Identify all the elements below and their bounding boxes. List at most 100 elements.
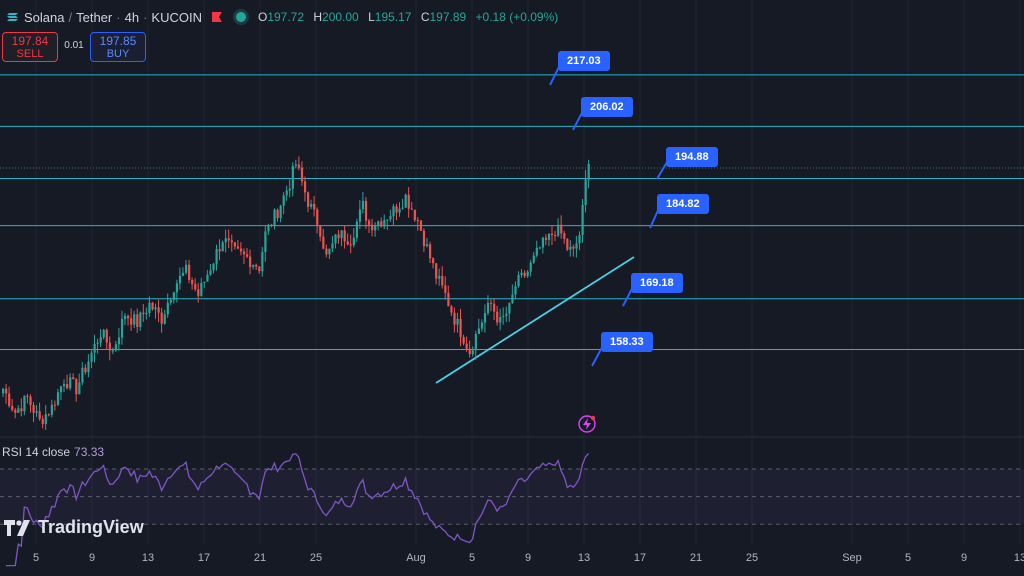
candle-body [151,302,154,310]
rsi-line [6,452,590,567]
ascending-trendline[interactable] [435,256,635,384]
candle-body [20,408,23,412]
candle-body [8,393,11,406]
candle-body [319,225,322,237]
open-label: O [257,10,268,24]
sell-button[interactable]: 197.84 SELL [2,32,58,62]
candle-body [578,234,581,244]
candle-body [358,209,362,222]
candle-body [459,318,462,338]
candle-body [535,247,538,256]
price-callout-217[interactable]: 217.03 [558,51,610,71]
candle-body [310,203,313,207]
candle-body [303,181,307,193]
candle-body [322,236,325,249]
candle-body [374,225,377,231]
candle-body [547,233,551,240]
candle-body [337,234,340,239]
candle-body [194,284,197,290]
candle-body [377,221,380,226]
candle-body [172,292,175,300]
candle-body [273,209,276,226]
candle-body [69,377,72,389]
candle-body [468,348,471,355]
candle-body [343,230,346,242]
candle-body [465,343,468,349]
candle-body [26,395,29,397]
candle-body [38,411,41,419]
candle-body [532,255,535,263]
market-status-icon[interactable] [235,12,246,22]
candle-body [444,285,447,293]
x-tick-label: 25 [745,552,759,564]
candle-body [474,333,477,351]
x-tick-label: Sep [842,552,862,564]
candle-body [249,256,252,267]
candle-body [425,244,429,247]
x-tick-label: 5 [32,552,40,564]
candle-body [90,352,93,362]
buy-button[interactable]: 197.85 BUY [90,32,146,62]
price-callout-184[interactable]: 184.82 [657,194,709,214]
x-tick-label: 13 [1013,552,1024,564]
candle-body [502,315,505,318]
candle-body [441,276,444,286]
x-tick-label: 21 [253,552,267,564]
candle-body [486,302,490,314]
candle-body [453,312,456,325]
candle-body [328,248,331,255]
price-callout-194[interactable]: 194.88 [666,147,718,167]
candle-body [209,270,212,275]
candle-body [114,344,118,351]
separator-dot: · [143,9,148,25]
candle-body [508,302,511,314]
candle-body [541,237,545,248]
candle-body [471,350,474,355]
x-tick-label: 9 [88,552,96,564]
price-callout-169[interactable]: 169.18 [631,273,683,293]
candle-body [560,224,563,234]
tradingview-logo[interactable]: TradingView [4,517,144,538]
candle-body [529,262,532,272]
chart-grid [0,0,1024,545]
candle-body [136,314,139,327]
candle-body [188,264,191,281]
candle-body [517,275,520,287]
rsi-label: RSI 14 close [2,445,71,459]
candle-body [331,243,334,249]
candle-body [511,294,514,303]
chart-header: Solana / Tether · 4h · KUCOIN O197.72 H2… [0,6,564,28]
candle-body [584,179,587,205]
candle-body [276,209,279,219]
candle-body [154,307,157,310]
price-callout-158[interactable]: 158.33 [601,332,653,352]
sell-price: 197.84 [11,34,49,48]
candle-body [483,313,487,323]
candle-body [157,307,160,313]
candle-body [175,283,179,293]
low-value: 195.17 [374,10,412,24]
candle-body [215,249,218,264]
candle-body [386,219,389,221]
x-tick-label: 5 [904,552,912,564]
symbol-title[interactable]: Solana / Tether · 4h · KUCOIN [24,10,202,25]
high-value: 200.00 [322,10,359,24]
candle-body [218,249,221,252]
candle-body [450,306,453,313]
lightning-icon[interactable] [578,415,596,433]
candle-body [462,337,465,344]
candle-body [139,312,142,327]
candles [2,156,590,430]
candle-body [456,318,459,325]
flag-icon[interactable] [211,12,222,22]
candle-body [587,163,590,180]
candle-body [334,234,337,244]
price-callout-206[interactable]: 206.02 [581,97,633,117]
candle-body [368,220,371,225]
candle-body [270,224,273,226]
candle-body [212,263,215,271]
candle-body [133,314,136,325]
candle-body [56,392,60,406]
candle-body [191,280,194,285]
